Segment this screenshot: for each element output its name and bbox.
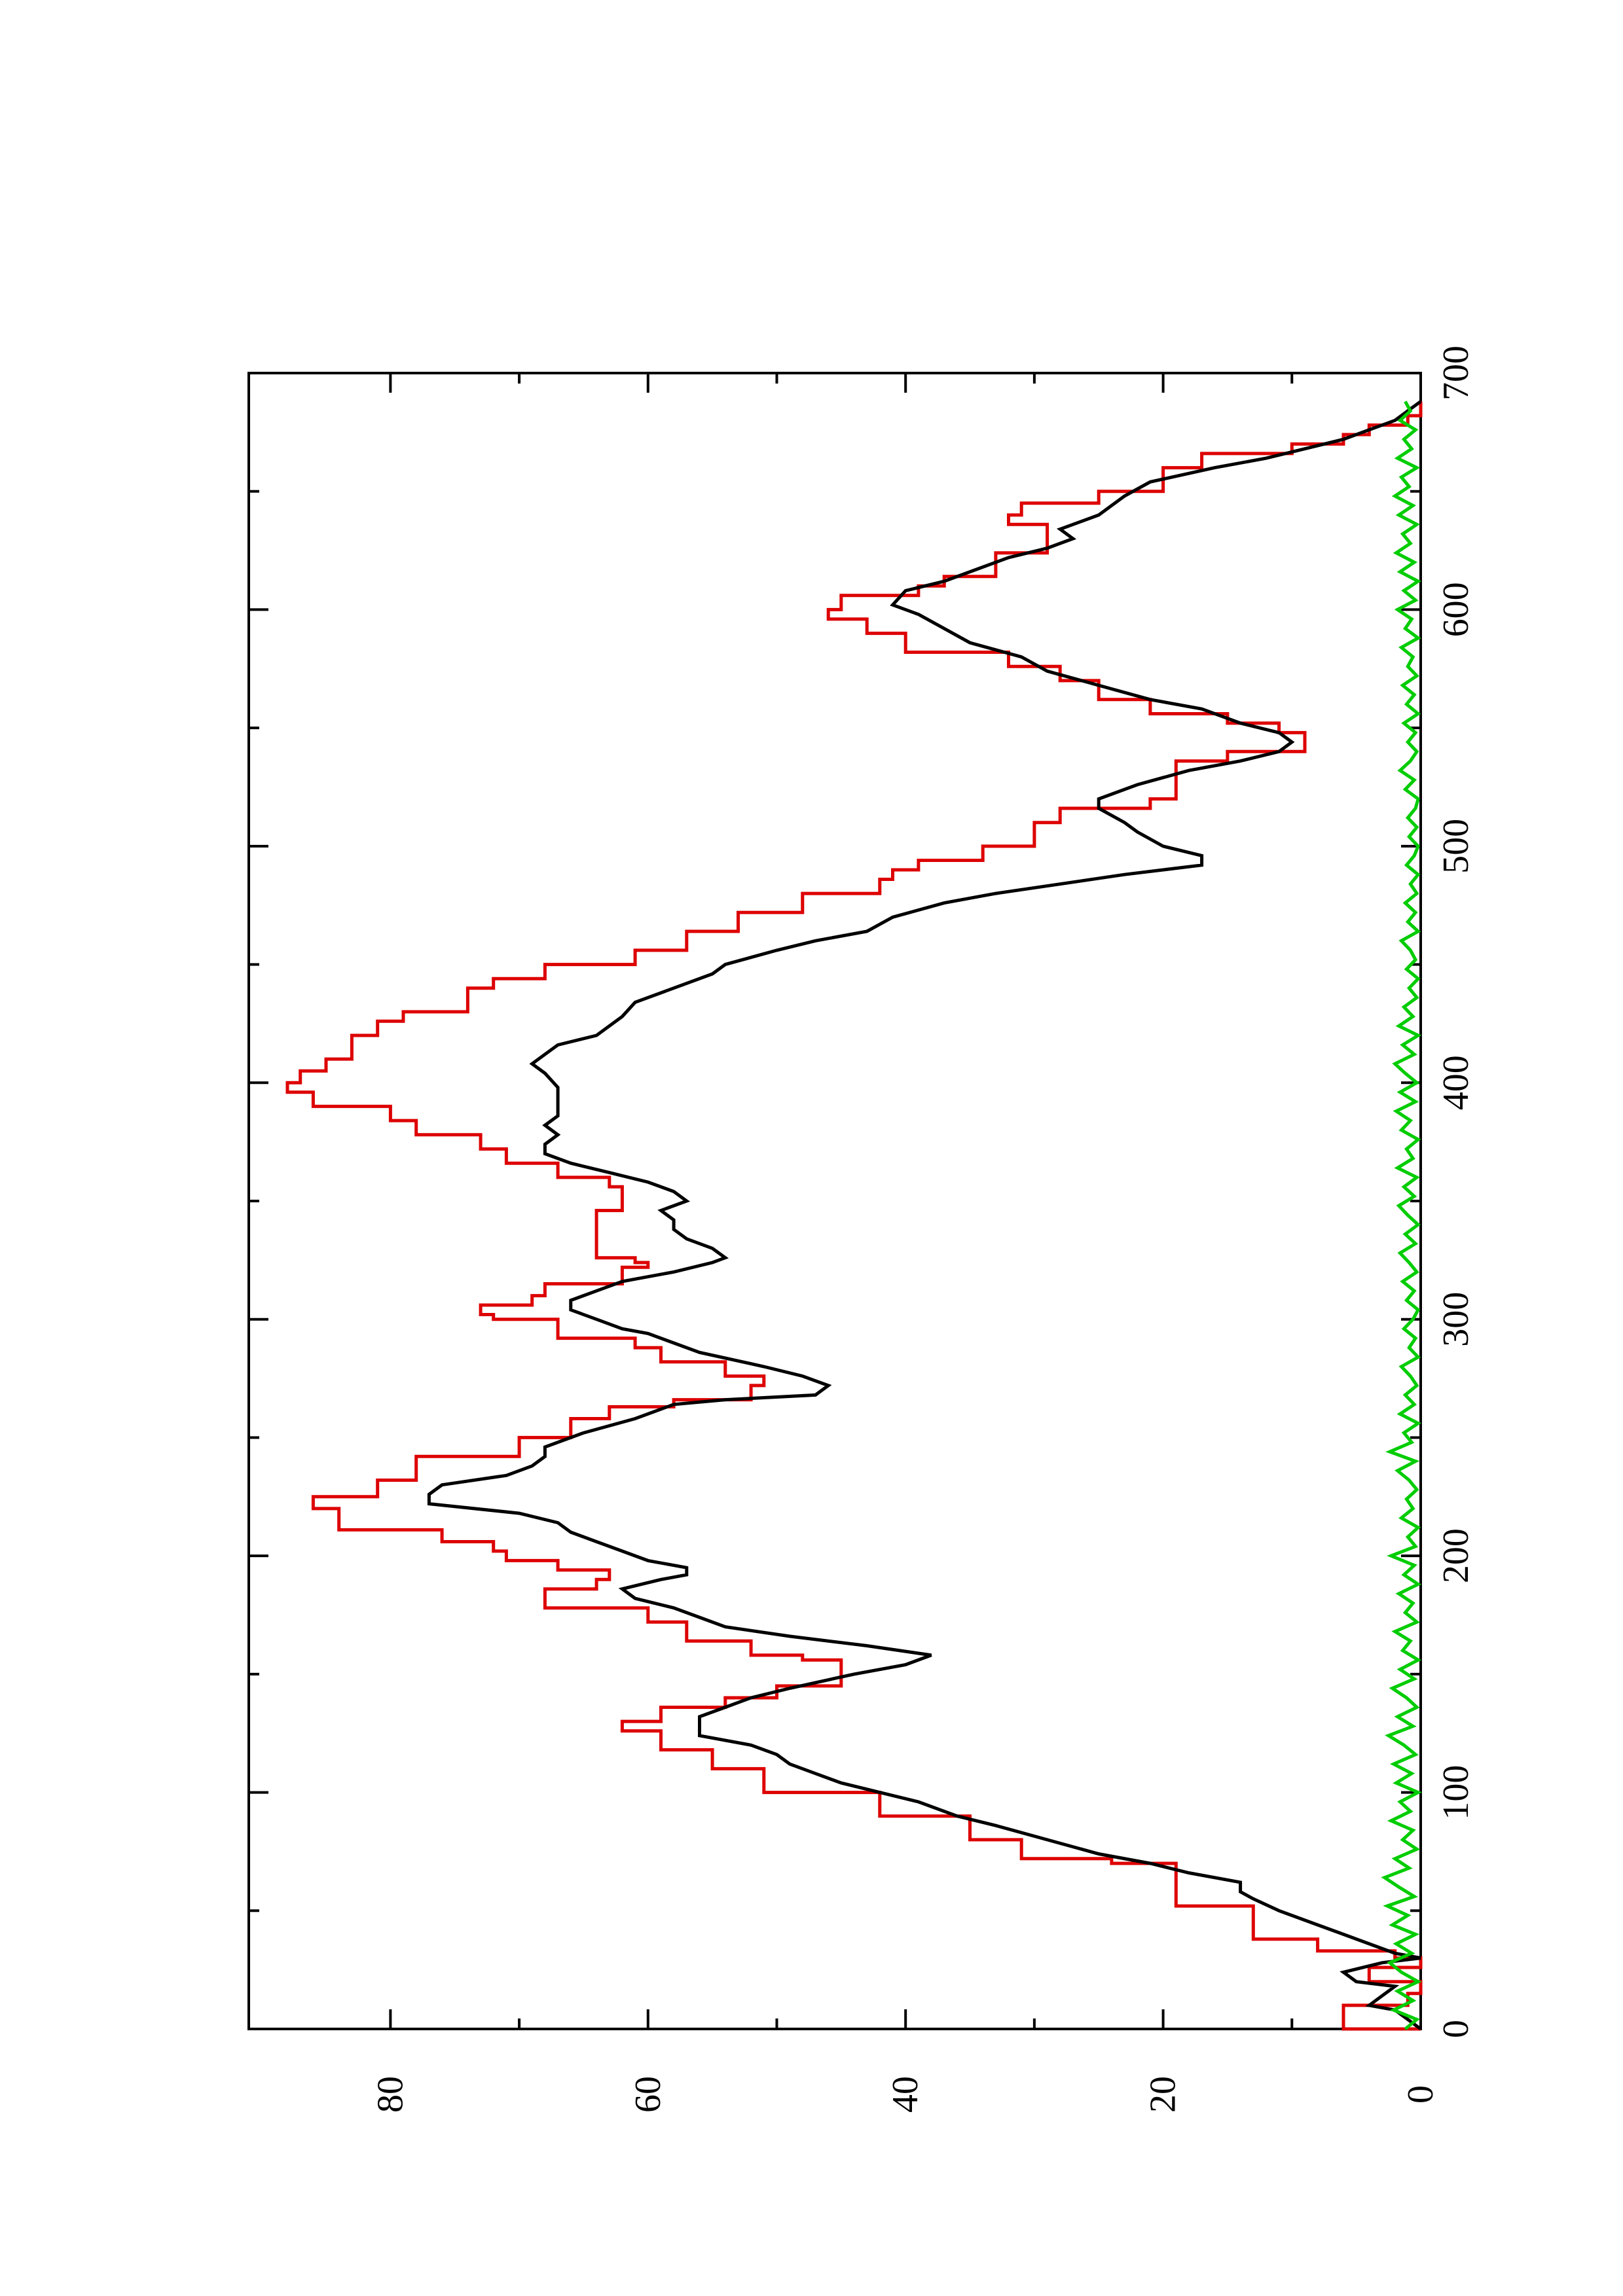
- series-line-1: [427, 400, 1422, 2031]
- axis-ticks: [249, 372, 1422, 2030]
- y-tick-label: 40: [885, 2076, 926, 2113]
- axis-tick-labels: 0 100 200 300 400 500 600 700 0 20 40 60 80: [370, 346, 1476, 2113]
- y-tick-label: 80: [370, 2076, 410, 2113]
- x-tick-label: 700: [1436, 346, 1476, 401]
- x-tick-label: 200: [1436, 1528, 1476, 1583]
- y-tick-label: 20: [1143, 2076, 1184, 2113]
- y-tick-label: 60: [628, 2076, 668, 2113]
- series-layer: [285, 400, 1423, 2031]
- x-tick-label: 600: [1436, 582, 1476, 637]
- x-tick-label: 100: [1436, 1765, 1476, 1820]
- series-line-2: [1381, 401, 1422, 2030]
- y-tick-label: 0: [1400, 2085, 1441, 2104]
- x-tick-label: 0: [1436, 2020, 1476, 2038]
- x-tick-label: 500: [1436, 819, 1476, 874]
- x-tick-label: 400: [1436, 1055, 1476, 1110]
- x-tick-label: 300: [1436, 1292, 1476, 1347]
